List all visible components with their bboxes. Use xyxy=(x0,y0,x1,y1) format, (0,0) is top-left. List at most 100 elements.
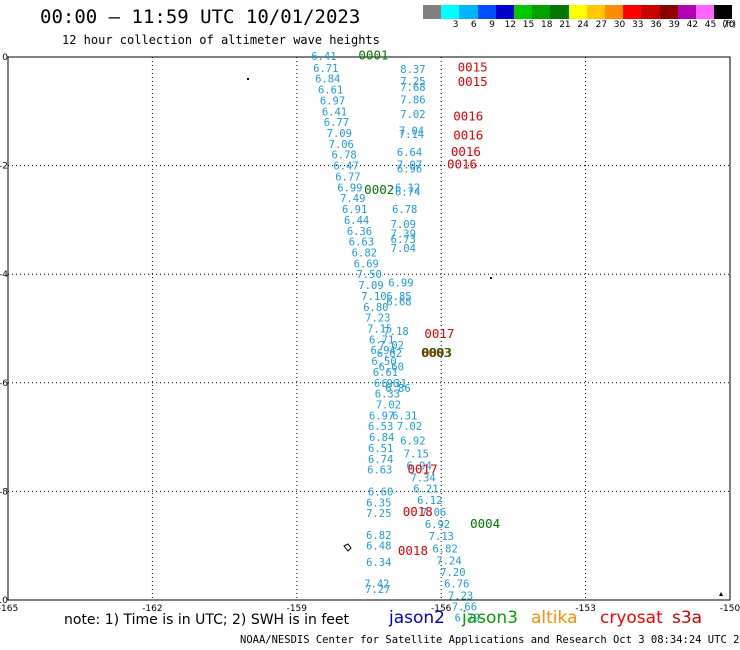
wave-height-value: 7.02 xyxy=(379,340,404,352)
lat-tick-label: -2 xyxy=(0,162,8,172)
wave-height-value: 7.49 xyxy=(340,193,365,205)
wave-height-value: 7.02 xyxy=(400,109,425,121)
wave-height-value: 6.36 xyxy=(347,226,372,238)
wave-height-value: 6.51 xyxy=(368,443,393,455)
pass-number-label: 0016 xyxy=(447,157,477,172)
wave-height-value: 7.25 xyxy=(366,508,391,520)
wave-height-value: 6.50 xyxy=(371,356,396,368)
scale-swatch xyxy=(586,5,605,19)
satellite-legend-jason2: jason2 xyxy=(389,608,445,628)
pass-number-label: 0018 xyxy=(403,504,433,519)
pass-number-label: 0016 xyxy=(451,144,481,159)
wave-height-value: 6.60 xyxy=(368,486,393,498)
scale-swatch xyxy=(641,5,660,19)
scale-swatch xyxy=(714,5,733,19)
scale-label: 3 xyxy=(452,20,459,30)
scale-swatch xyxy=(677,5,696,19)
wave-height-value: 6.63 xyxy=(367,465,392,477)
island-outline xyxy=(343,543,352,552)
lon-tick-label: -165 xyxy=(0,604,18,614)
wave-height-value: 7.06 xyxy=(329,139,354,151)
scale-swatch xyxy=(605,5,624,19)
pass-number-label: 0017 xyxy=(424,326,454,341)
wave-height-value: 6.48 xyxy=(366,541,391,553)
satellite-legend-jason3: jason3 xyxy=(462,608,518,628)
scale-label: 12 xyxy=(504,20,517,30)
wave-height-value: 7.20 xyxy=(440,567,465,579)
scale-label: 36 xyxy=(650,20,662,30)
wave-height-value: 6.68 xyxy=(386,296,411,308)
wave-height-value: 7.04 xyxy=(391,243,416,255)
scale-label: 45 xyxy=(704,20,717,30)
wave-height-value: 7.18 xyxy=(383,326,408,338)
wave-height-value: 7.42 xyxy=(364,579,389,591)
scale-swatch xyxy=(659,5,678,19)
wave-height-value: 6.77 xyxy=(335,171,360,183)
credit-line: NOAA/NESDIS Center for Satellite Applica… xyxy=(240,634,740,646)
scale-label: 15 xyxy=(522,20,535,30)
pass-number-label: 0016 xyxy=(453,128,483,143)
wave-height-value: 6.84 xyxy=(369,432,394,444)
wave-height-value: 6.69 xyxy=(354,258,379,270)
wave-height-value: 7.07 xyxy=(397,160,422,172)
wave-height-value: 6.41 xyxy=(322,106,347,118)
footer-note: note: 1) Time is in UTC; 2) SWH is in fe… xyxy=(64,612,350,628)
wave-height-value: 6.33 xyxy=(375,389,400,401)
pass-number-label: 0018 xyxy=(398,543,428,558)
wave-height-value: 7.23 xyxy=(448,591,473,603)
scale-label: 33 xyxy=(632,20,644,30)
lat-tick-label: -10 xyxy=(0,596,8,606)
wave-height-value: 6.92 xyxy=(425,519,450,531)
wave-height-value: 7.09 xyxy=(358,280,383,292)
wave-height-value: 6.64 xyxy=(397,147,422,159)
wave-height-value: 6.82 xyxy=(352,247,377,259)
wave-height-value: 6.71 xyxy=(369,334,394,346)
wave-height-value: 6.97 xyxy=(369,410,394,422)
scale-swatch xyxy=(477,5,496,19)
scale-label: 27 xyxy=(595,20,608,30)
scale-label: 18 xyxy=(541,20,553,30)
wave-height-value: 7.09 xyxy=(327,128,352,140)
scale-swatch xyxy=(459,5,478,19)
wave-height-value: 6.92 xyxy=(400,435,425,447)
satellite-legend-s3a: s3a xyxy=(672,608,703,628)
wave-height-value: 6.12 xyxy=(395,182,420,194)
wave-height-value: 6.82 xyxy=(366,530,391,542)
pass-number-label: 0003 xyxy=(422,345,452,360)
wave-height-value: 7.25 xyxy=(400,76,425,88)
wave-height-value: 6.53 xyxy=(368,421,393,433)
wave-height-value: 6.74 xyxy=(368,454,393,466)
wave-height-value: 6.71 xyxy=(313,63,338,75)
wave-height-value: 6.84 xyxy=(315,74,340,86)
page-subtitle: 12 hour collection of altimeter wave hei… xyxy=(62,33,380,47)
page-title: 00:00 – 11:59 UTC 10/01/2023 xyxy=(40,6,361,28)
scale-label: 6 xyxy=(470,20,477,30)
scale-label: 39 xyxy=(668,20,680,30)
wave-height-value: 6.80 xyxy=(363,302,388,314)
lon-tick-label: -162 xyxy=(142,604,162,614)
scale-swatch xyxy=(532,5,551,19)
wave-height-value: 6.35 xyxy=(366,497,391,509)
wave-height-value: 6.41 xyxy=(311,51,336,63)
wave-height-value: 6.31 xyxy=(392,410,417,422)
wave-height-value: 6.79 xyxy=(455,612,480,624)
scale-label: 30 xyxy=(613,20,626,30)
wave-height-value: 7.15 xyxy=(367,324,392,336)
wave-height-value: 6.74 xyxy=(395,187,420,199)
wave-height-value: 7.06 xyxy=(421,507,446,519)
wave-height-value: 6.77 xyxy=(324,117,349,129)
credit-text: NOAA/NESDIS Center for Satellite Applica… xyxy=(240,634,607,646)
scale-label: 42 xyxy=(686,20,699,30)
wave-height-value: 6.82 xyxy=(433,543,458,555)
wave-height-value: 7.09 xyxy=(391,219,416,231)
wave-height-value: 6.99 xyxy=(388,277,413,289)
wave-height-value: 6.47 xyxy=(333,161,358,173)
scale-swatch xyxy=(514,5,533,19)
wave-height-value: 7.02 xyxy=(376,400,401,412)
scale-label: 24 xyxy=(577,20,589,30)
land-marks xyxy=(247,78,723,596)
wave-height-value: 7.23 xyxy=(365,313,390,325)
wave-height-value: 6.97 xyxy=(320,95,345,107)
wave-height-value: 7.24 xyxy=(436,555,461,567)
